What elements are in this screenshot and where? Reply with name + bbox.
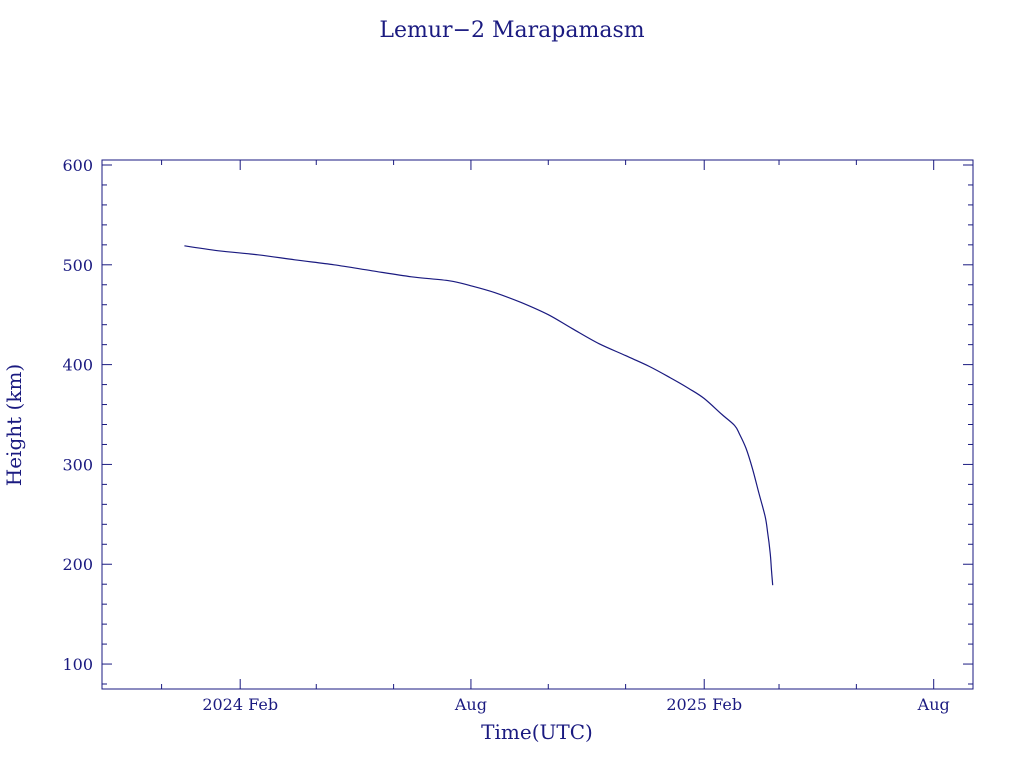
series-line — [184, 245, 774, 586]
y-tick-label: 300 — [62, 455, 93, 474]
y-tick-label: 500 — [62, 256, 93, 275]
x-tick-label: 2025 Feb — [666, 695, 742, 714]
tick-labels: 100 200 300 400 500 600 2024 Feb Aug 2025 Feb Aug — [62, 156, 949, 714]
axis-ticks — [102, 160, 973, 689]
y-tick-label: 400 — [62, 356, 93, 375]
y-axis-label: Height (km) — [2, 364, 26, 486]
y-tick-label: 200 — [62, 555, 93, 574]
x-tick-label: Aug — [454, 695, 487, 714]
chart-title: Lemur−2 Marapamasm — [379, 18, 644, 43]
x-tick-label: Aug — [917, 695, 950, 714]
x-axis-label: Time(UTC) — [481, 720, 593, 744]
y-tick-label: 100 — [62, 655, 93, 674]
y-tick-label: 600 — [62, 156, 93, 175]
plot-frame — [101, 159, 974, 690]
x-tick-label: 2024 Feb — [202, 695, 278, 714]
